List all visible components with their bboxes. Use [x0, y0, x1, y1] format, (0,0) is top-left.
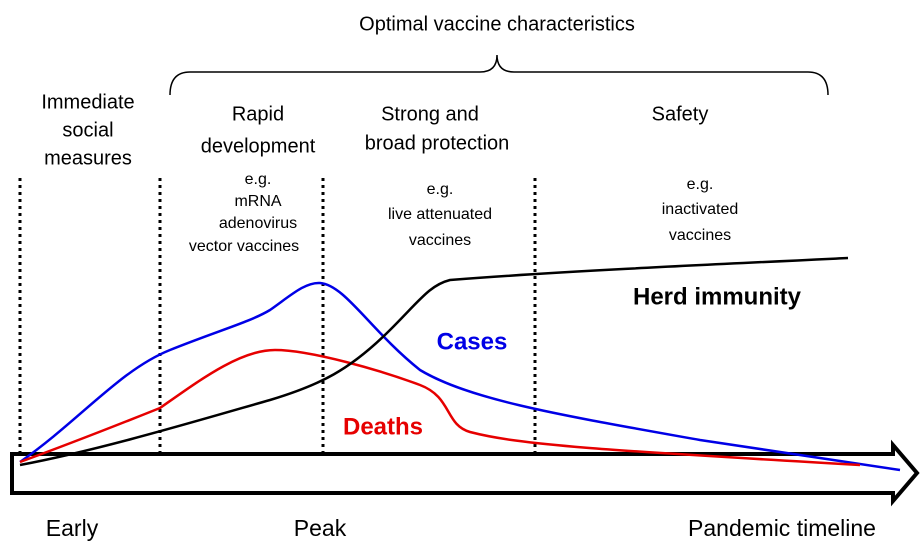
timeline-arrow: [10, 439, 920, 507]
phase-title: social: [62, 119, 113, 141]
cases-label: Cases: [437, 328, 508, 355]
phase-example: vaccines: [669, 227, 731, 244]
phase-title: Immediate: [41, 91, 134, 113]
phase-title: broad protection: [365, 132, 510, 154]
deaths-curve: [19, 348, 861, 467]
phase-example: live attenuated: [388, 206, 492, 223]
phase-example: vector vaccines: [189, 238, 299, 255]
timeline-label: Peak: [294, 515, 347, 541]
phase-title: Rapid: [232, 103, 284, 125]
brace: [169, 54, 829, 96]
cases-curve: [19, 281, 901, 472]
phase-title: development: [201, 135, 316, 157]
phase-example: e.g.: [245, 171, 272, 188]
phase-title: Safety: [652, 103, 709, 125]
herd-label: Herd immunity: [633, 283, 802, 310]
phase-title: Strong and: [381, 103, 479, 125]
deaths-label: Deaths: [343, 413, 423, 440]
phase-example: mRNA: [234, 193, 281, 210]
phase-example: inactivated: [662, 201, 739, 218]
timeline-label: Pandemic timeline: [688, 515, 876, 541]
timeline-label: Early: [46, 515, 99, 541]
phase-example: adenovirus: [219, 215, 297, 232]
title: Optimal vaccine characteristics: [359, 13, 635, 35]
phase-example: e.g.: [687, 176, 714, 193]
herd-curve: [19, 256, 849, 467]
phase-example: vaccines: [409, 232, 471, 249]
phase-example: e.g.: [427, 181, 454, 198]
phase-title: measures: [44, 147, 132, 169]
